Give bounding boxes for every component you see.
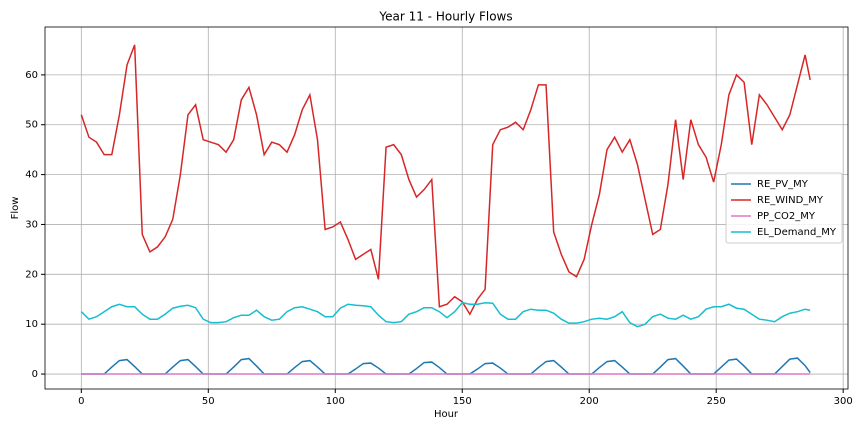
legend-label: EL_Demand_MY bbox=[757, 227, 837, 238]
legend-label: RE_WIND_MY bbox=[757, 195, 824, 206]
series-line bbox=[80, 44, 811, 316]
legend-label: PP_CO2_MY bbox=[757, 211, 816, 222]
series-line bbox=[80, 301, 811, 328]
legend-box bbox=[725, 172, 843, 244]
legend-label: RE_PV_MY bbox=[757, 179, 809, 190]
y-tick-label: 0 bbox=[32, 369, 38, 380]
x-tick-label: 50 bbox=[202, 396, 215, 407]
x-axis-label: Hour bbox=[434, 409, 459, 420]
y-axis-label: Flow bbox=[10, 197, 21, 220]
y-tick-label: 60 bbox=[25, 70, 38, 81]
axes-frame bbox=[44, 26, 849, 390]
y-tick-label: 50 bbox=[25, 120, 38, 131]
x-tick-label: 100 bbox=[326, 396, 345, 407]
x-tick-label: 300 bbox=[834, 396, 853, 407]
y-tick-label: 10 bbox=[25, 319, 38, 330]
y-tick-label: 40 bbox=[25, 170, 38, 181]
x-tick-label: 0 bbox=[78, 396, 84, 407]
legend: RE_PV_MY RE_WIND_MY PP_CO2_MY EL_Demand_MY bbox=[725, 172, 843, 244]
y-tick-label: 30 bbox=[25, 219, 38, 230]
x-tick-label: 250 bbox=[707, 396, 726, 407]
x-tick-label: 200 bbox=[580, 396, 599, 407]
x-tick-label: 150 bbox=[453, 396, 472, 407]
chart-title: Year 11 - Hourly Flows bbox=[378, 10, 512, 24]
y-tick-label: 20 bbox=[25, 269, 38, 280]
